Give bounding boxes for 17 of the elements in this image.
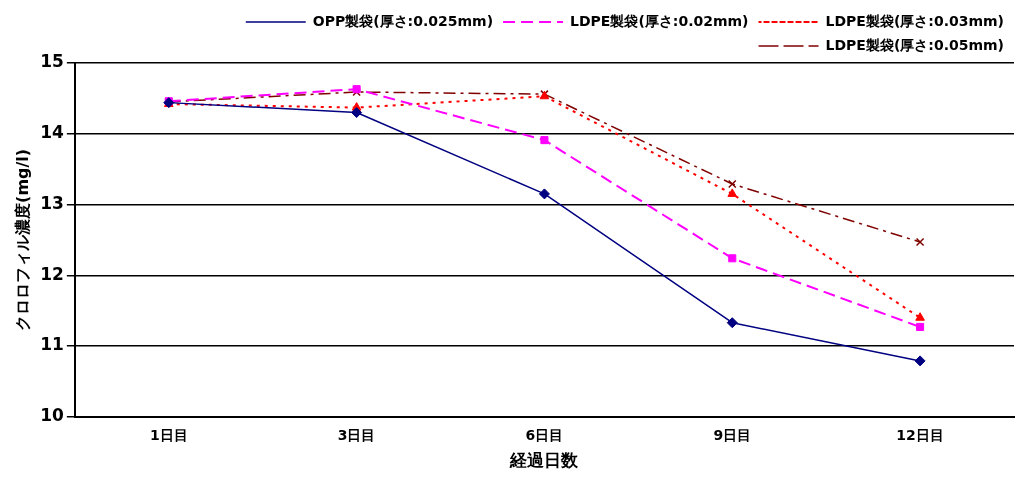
legend-label: LDPE製袋(厚さ:0.02mm) (570, 12, 749, 29)
legend-label: LDPE製袋(厚さ:0.03mm) (825, 12, 1004, 29)
y-tick-label: 11 (40, 334, 64, 355)
y-axis-title: クロロフィル濃度(mg/l) (12, 148, 32, 331)
y-tick-label: 13 (40, 192, 64, 213)
y-tick-label: 14 (40, 122, 65, 143)
x-tick-label: 9日目 (713, 426, 752, 443)
legend-label: OPP製袋(厚さ:0.025mm) (312, 12, 494, 29)
y-tick-label: 12 (40, 263, 64, 284)
x-tick-label: 3日目 (337, 426, 376, 443)
legend-label: LDPE製袋(厚さ:0.05mm) (825, 36, 1004, 53)
y-tick-label: 15 (40, 51, 64, 72)
y-tick-label: 10 (40, 405, 65, 426)
x-tick-label: 1日目 (149, 426, 188, 443)
x-axis-title: 経過日数 (509, 450, 580, 471)
x-tick-label: 12日目 (896, 426, 944, 443)
x-tick-label: 6日目 (525, 426, 564, 443)
